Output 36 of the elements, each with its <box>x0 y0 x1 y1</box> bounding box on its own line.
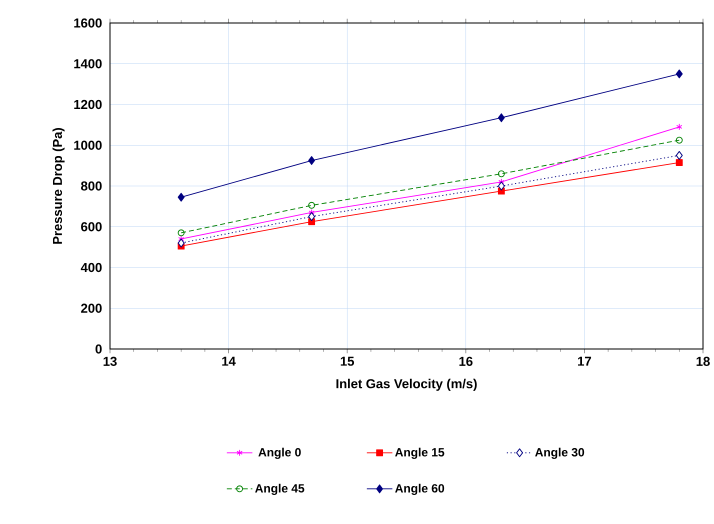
legend-label: Angle 45 <box>255 484 304 495</box>
point <box>178 192 185 202</box>
point <box>676 70 683 78</box>
x-tick-label: 16 <box>459 356 473 366</box>
point <box>498 182 505 190</box>
point <box>676 151 683 160</box>
point <box>178 238 185 248</box>
x-tick-label: 15 <box>340 356 354 366</box>
x-tick-label: 13 <box>104 356 117 366</box>
y-tick-label: 1400 <box>74 59 102 68</box>
point <box>676 159 683 166</box>
x-tick-label: 14 <box>222 356 236 366</box>
legend-label: Angle 30 <box>535 448 584 459</box>
point <box>178 229 185 236</box>
point <box>498 170 505 178</box>
point <box>498 113 505 122</box>
point <box>308 212 316 221</box>
point <box>308 156 316 165</box>
y-tick-label: 1200 <box>74 100 102 110</box>
y-axis-title: Pressure Drop (Pa) <box>52 128 65 244</box>
legend-label: Angle 60 <box>395 484 444 495</box>
y-tick-label: 800 <box>81 181 102 191</box>
point <box>676 123 682 130</box>
y-tick-label: 400 <box>80 262 102 272</box>
point <box>676 136 683 144</box>
y-tick-label: 1600 <box>74 18 102 28</box>
x-axis-title: Inlet Gas Velocity (m/s) <box>336 378 477 391</box>
y-tick-label: 0 <box>96 344 102 354</box>
y-tick-label: 600 <box>81 222 102 232</box>
legend-label: Angle 0 <box>258 448 301 459</box>
x-tick-label: 17 <box>578 356 592 366</box>
x-tick-label: 18 <box>696 356 710 366</box>
point <box>308 202 316 209</box>
y-tick-label: 1000 <box>74 140 102 150</box>
y-tick-label: 200 <box>81 304 102 313</box>
legend-label: Angle 15 <box>395 448 444 459</box>
